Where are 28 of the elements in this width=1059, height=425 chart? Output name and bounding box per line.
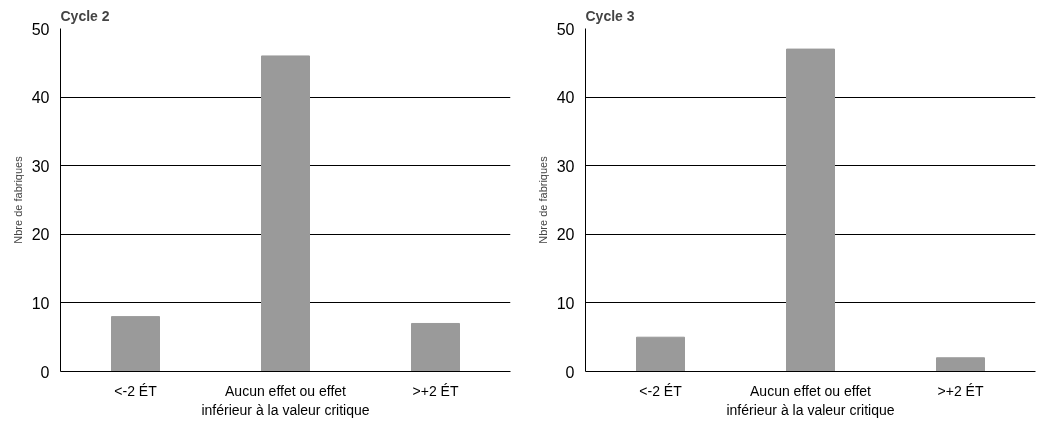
y-tick-label: 0 bbox=[565, 363, 575, 381]
y-tick-label: 30 bbox=[556, 157, 575, 175]
y-axis-title: Nbre de fabriques bbox=[536, 155, 549, 244]
x-tick-label: >+2 ÉT bbox=[937, 382, 984, 399]
y-tick-label: 40 bbox=[556, 89, 575, 107]
chart-title: Cycle 2 bbox=[60, 7, 110, 24]
y-tick-label: 10 bbox=[556, 294, 575, 312]
bar bbox=[636, 336, 685, 372]
y-tick-label: 30 bbox=[31, 157, 50, 175]
y-tick-label: 0 bbox=[40, 363, 50, 381]
bar bbox=[936, 357, 985, 372]
y-tick-label: 10 bbox=[31, 294, 50, 312]
x-tick-label: Aucun effet ou effet inférieur à la valeur critique bbox=[201, 382, 370, 418]
y-tick-label: 40 bbox=[31, 89, 50, 107]
x-tick-label: Aucun effet ou effet inférieur à la valeur critique bbox=[726, 382, 895, 418]
x-tick-label: <-2 ÉT bbox=[639, 382, 683, 399]
bar bbox=[111, 316, 160, 372]
y-tick-label: 50 bbox=[31, 20, 50, 38]
y-axis-title: Nbre de fabriques bbox=[11, 155, 24, 244]
bar bbox=[261, 55, 310, 372]
x-tick-label: >+2 ÉT bbox=[412, 382, 459, 399]
chart-title: Cycle 3 bbox=[585, 7, 635, 24]
y-tick-label: 20 bbox=[31, 226, 50, 244]
x-tick-label: <-2 ÉT bbox=[114, 382, 158, 399]
y-tick-label: 20 bbox=[556, 226, 575, 244]
y-tick-label: 50 bbox=[556, 20, 575, 38]
bar bbox=[411, 322, 460, 372]
bar bbox=[786, 48, 835, 372]
